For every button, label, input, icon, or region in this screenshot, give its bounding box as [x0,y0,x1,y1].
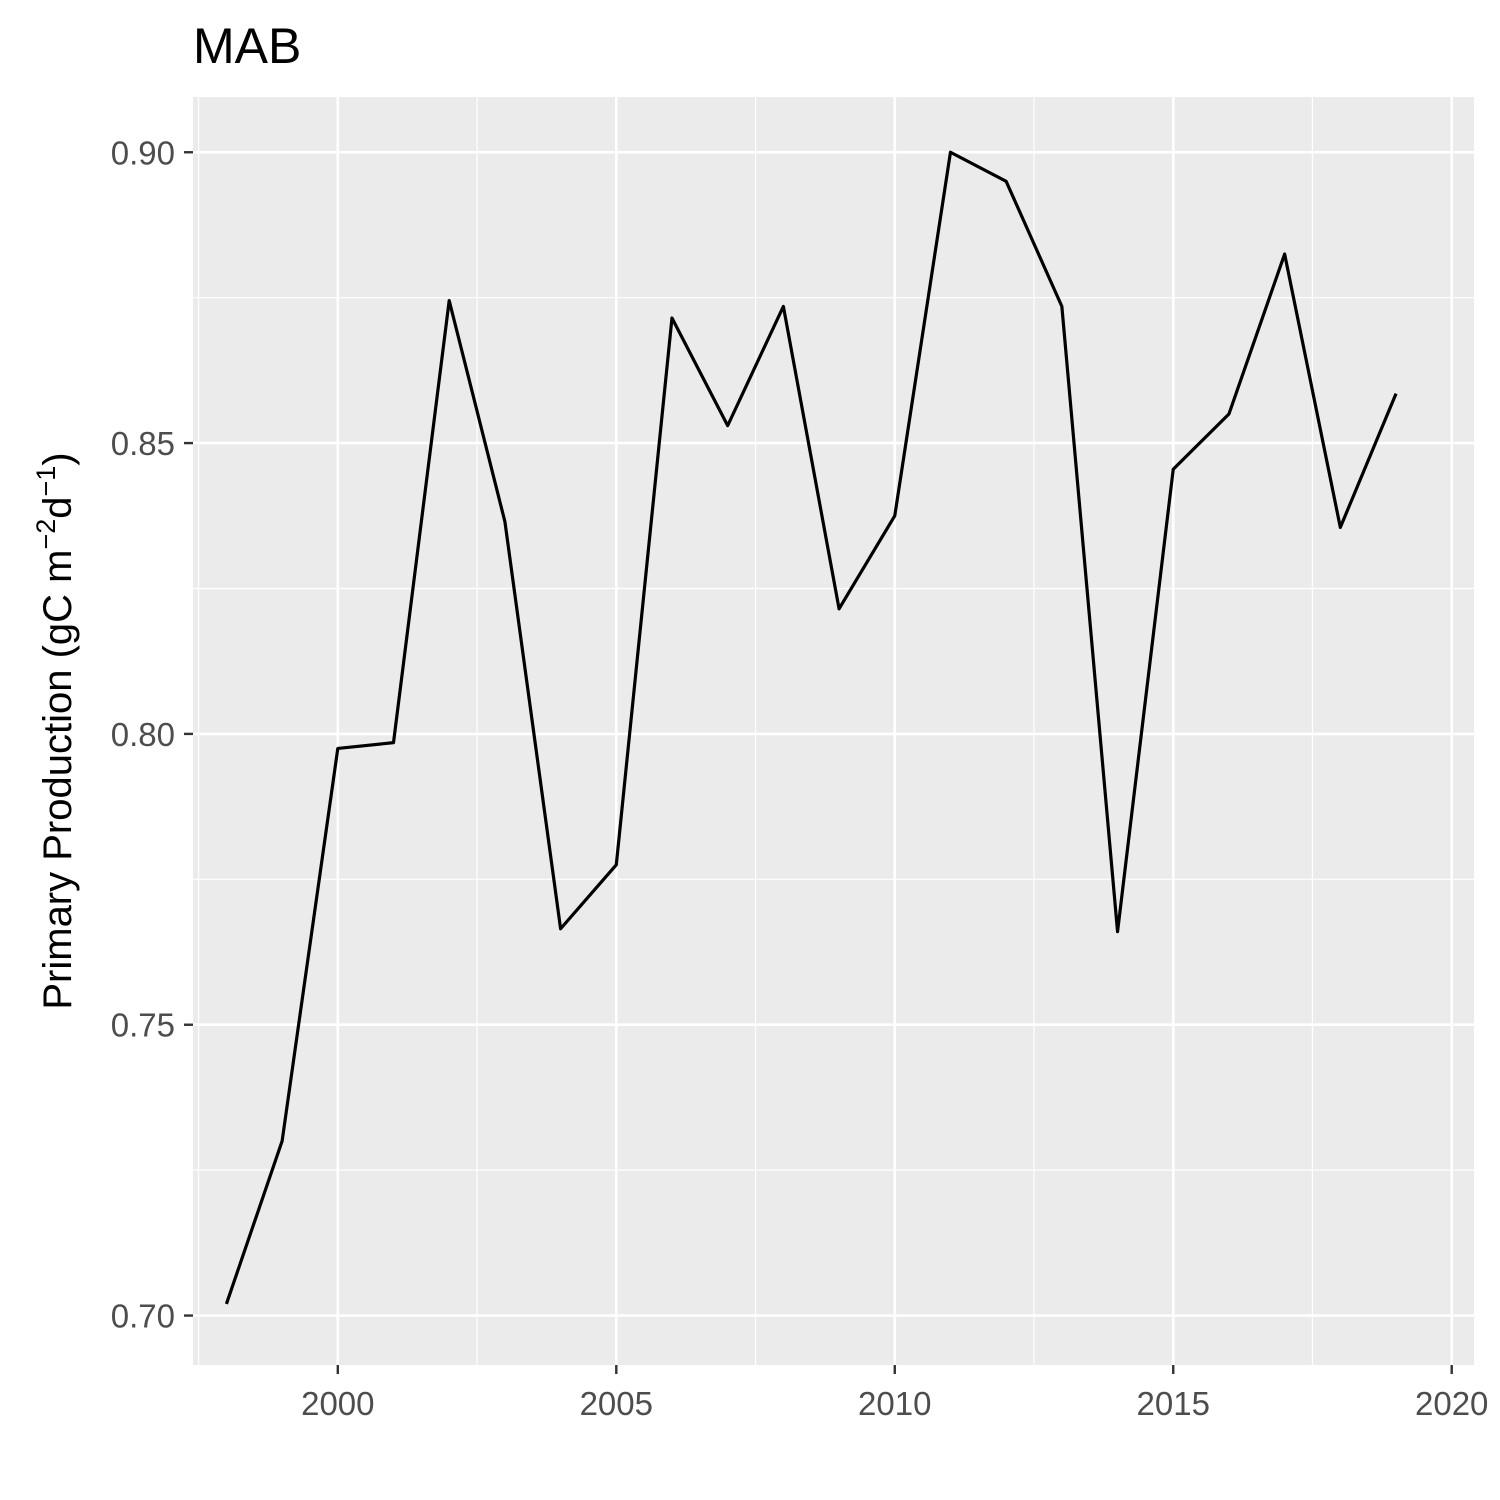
series-layer [224,150,1398,1305]
tick-labels: 2000 2005 2010 2015 2020 0.70 0.75 0.80 0.85 0.90 [111,134,1489,1422]
y-axis-title-exponent-1: −2 [31,519,61,550]
minor-gridlines [193,97,1474,1365]
y-tick-label: 0.70 [111,1298,175,1335]
y-axis-title-mid: d [36,496,80,518]
chart-title: MAB [193,18,301,74]
x-tick-label: 2015 [1137,1385,1210,1422]
major-gridlines [193,97,1474,1365]
y-axis-title-exponent-2: −1 [31,466,61,497]
x-tick-label: 2000 [301,1385,374,1422]
y-tick-label: 0.80 [111,716,175,753]
y-tick-label: 0.85 [111,425,175,462]
x-tick-label: 2005 [580,1385,653,1422]
y-tick-label: 0.75 [111,1007,175,1044]
y-axis-title-base: Primary Production (gC m [36,550,80,1010]
x-tick-label: 2010 [858,1385,931,1422]
x-tick-label: 2020 [1415,1385,1488,1422]
plot-panel [193,97,1474,1365]
y-tick-label: 0.90 [111,134,175,171]
axis-ticks [184,151,1453,1374]
series-line [224,150,1398,1305]
y-axis-title-end: ) [36,452,80,465]
y-axis-title: Primary Production (gC m−2d−1) [31,452,80,1009]
